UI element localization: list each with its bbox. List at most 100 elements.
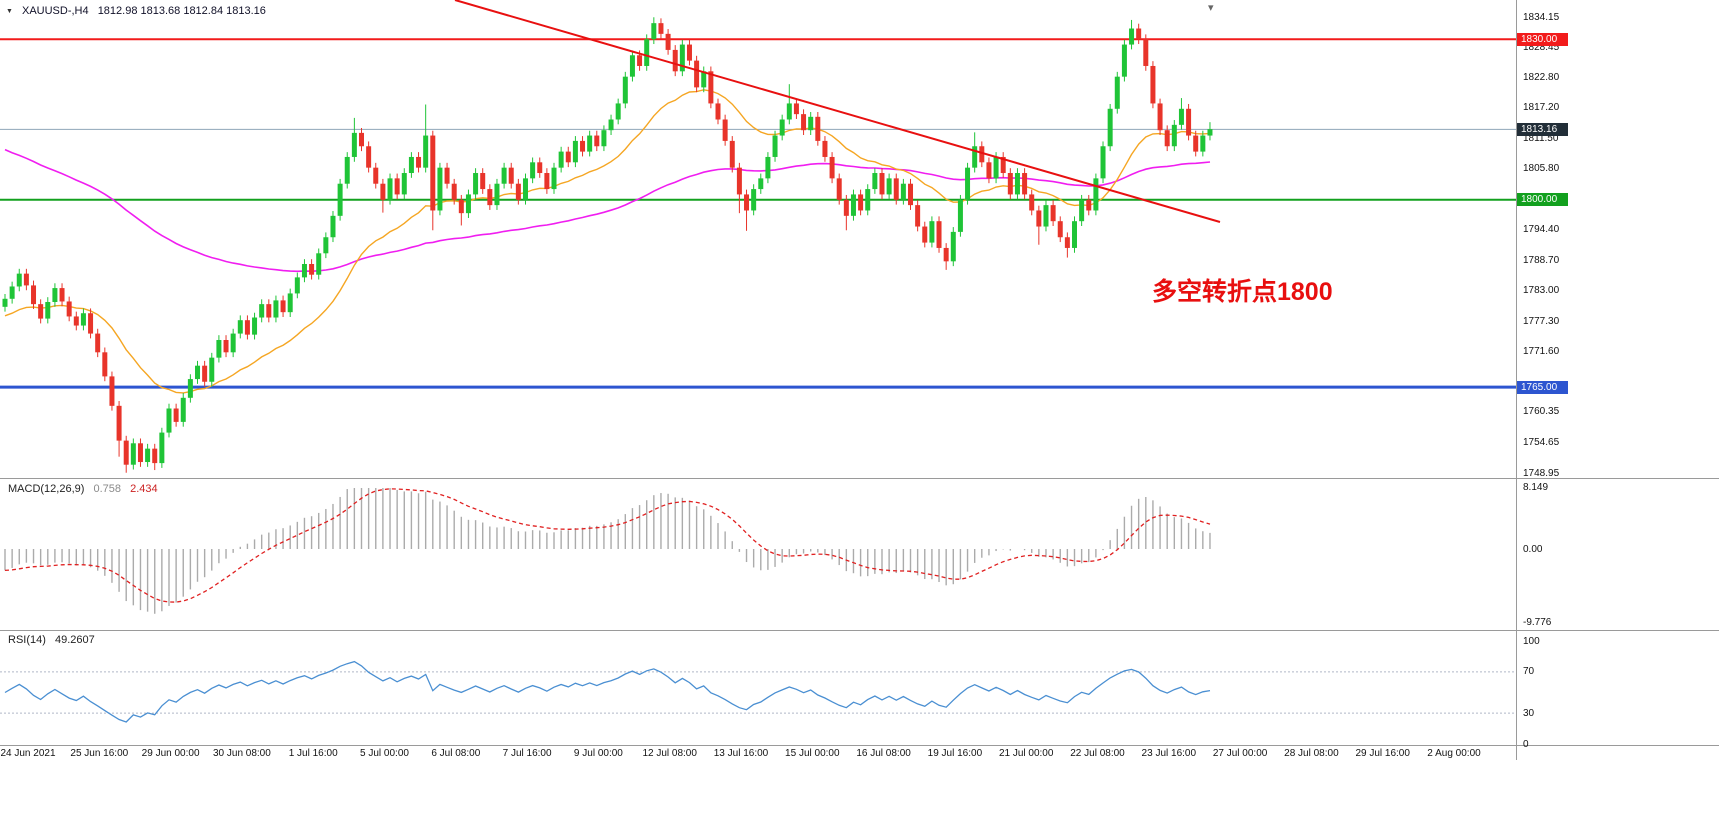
descending-trendline[interactable] bbox=[454, 0, 1221, 223]
candle-body bbox=[351, 132, 357, 157]
rsi-plot[interactable] bbox=[0, 631, 1516, 745]
candle-body bbox=[451, 183, 457, 200]
candle-body bbox=[102, 352, 108, 377]
candle-body bbox=[1150, 65, 1156, 104]
time-label: 22 Jul 08:00 bbox=[1070, 748, 1125, 759]
candle-body bbox=[116, 405, 122, 441]
candle-body bbox=[594, 135, 600, 147]
candle-body bbox=[580, 140, 586, 152]
time-label: 29 Jun 00:00 bbox=[141, 748, 200, 759]
candle-body bbox=[694, 60, 700, 88]
time-label: 21 Jul 00:00 bbox=[998, 748, 1054, 759]
candle-body bbox=[401, 173, 407, 195]
candle-body bbox=[237, 320, 243, 334]
candle-body bbox=[1050, 205, 1056, 222]
candle-body bbox=[1136, 28, 1142, 40]
price-tick: 1748.95 bbox=[1523, 467, 1560, 479]
candle-body bbox=[793, 103, 799, 115]
candle-body bbox=[73, 316, 79, 326]
panel-separator[interactable] bbox=[0, 630, 1719, 631]
level-price-label: 1765.00 bbox=[1517, 380, 1568, 394]
candlestick-plot[interactable] bbox=[0, 0, 1516, 478]
time-axis[interactable]: 24 Jun 2021 25 Jun 16:00 29 Jun 00:00 30 Ju… bbox=[0, 745, 1516, 761]
candle-body bbox=[701, 71, 707, 88]
candle-body bbox=[244, 320, 250, 335]
candle-body bbox=[815, 116, 821, 141]
rsi-tick: 0 bbox=[1523, 738, 1529, 750]
candles-group[interactable] bbox=[2, 17, 1213, 473]
bid-price-label: 1813.16 bbox=[1517, 122, 1568, 136]
price-axis[interactable]: 1834.15 1828.45 1822.80 1817.20 1811.50 1805.… bbox=[1517, 0, 1719, 760]
candle-body bbox=[280, 300, 286, 313]
ohlc-readout: 1812.98 1813.68 1812.84 1813.16 bbox=[97, 5, 266, 17]
rsi-value: 49.2607 bbox=[54, 634, 95, 646]
candle-body bbox=[651, 23, 657, 40]
candle-body bbox=[88, 313, 94, 334]
annotation-text[interactable]: 多空转折点1800 bbox=[1152, 278, 1333, 306]
candle-body bbox=[801, 114, 807, 131]
candle-body bbox=[1143, 39, 1149, 66]
candle-body bbox=[537, 162, 543, 174]
candle-body bbox=[273, 300, 279, 318]
candle-body bbox=[708, 71, 714, 104]
candle-body bbox=[501, 167, 507, 184]
candle-body bbox=[458, 199, 464, 214]
price-tick: 1777.30 bbox=[1523, 315, 1560, 327]
candle-body bbox=[936, 221, 942, 248]
candle-body bbox=[1100, 146, 1106, 179]
candle-body bbox=[31, 285, 37, 305]
time-label: 19 Jul 16:00 bbox=[927, 748, 983, 759]
time-label: 30 Jun 08:00 bbox=[212, 748, 271, 759]
candle-body bbox=[202, 365, 208, 382]
candle-body bbox=[729, 140, 735, 168]
price-tick: 1771.60 bbox=[1523, 346, 1560, 358]
chart-shift-marker-icon[interactable]: ▾ bbox=[1208, 2, 1214, 14]
candle-body bbox=[672, 49, 678, 72]
candle-body bbox=[359, 132, 364, 147]
candle-body bbox=[522, 178, 528, 200]
candle-body bbox=[601, 130, 607, 147]
candle-body bbox=[658, 23, 664, 34]
candle-body bbox=[993, 156, 999, 179]
candle-body bbox=[416, 156, 422, 168]
candle-body bbox=[715, 103, 721, 120]
time-label: 2 Aug 00:00 bbox=[1427, 748, 1481, 759]
candle-body bbox=[480, 173, 486, 190]
time-label: 7 Jul 16:00 bbox=[502, 748, 552, 759]
time-label: 13 Jul 16:00 bbox=[713, 748, 769, 759]
candle-body bbox=[886, 178, 892, 195]
candle-body bbox=[487, 189, 493, 206]
candle-body bbox=[159, 432, 165, 464]
panel-separator[interactable] bbox=[0, 745, 1719, 746]
candle-body bbox=[515, 183, 521, 200]
candle-body bbox=[423, 135, 429, 168]
candle-body bbox=[216, 340, 222, 358]
candle-body bbox=[786, 103, 792, 120]
candle-body bbox=[808, 116, 814, 131]
candle-body bbox=[394, 178, 400, 195]
rsi-tick: 30 bbox=[1523, 707, 1535, 719]
time-label: 16 Jul 08:00 bbox=[856, 748, 911, 759]
candle-body bbox=[829, 156, 835, 179]
time-label: 24 Jun 2021 bbox=[0, 748, 56, 759]
macd-histogram-value: 0.758 bbox=[93, 483, 122, 495]
panel-separator[interactable] bbox=[0, 478, 1719, 479]
candle-body bbox=[508, 167, 514, 184]
candle-body bbox=[309, 264, 315, 275]
candle-body bbox=[52, 288, 58, 302]
rsi-indicator-name: RSI(14) bbox=[8, 634, 46, 646]
price-tick: 1760.35 bbox=[1523, 406, 1560, 418]
candle-body bbox=[130, 443, 136, 465]
symbol-dropdown-icon[interactable]: ▼ bbox=[6, 8, 13, 15]
candle-body bbox=[622, 76, 628, 104]
candle-body bbox=[1157, 103, 1163, 131]
candle-body bbox=[850, 194, 856, 216]
macd-signal-line bbox=[4, 488, 1211, 603]
moving-average-21[interactable] bbox=[4, 89, 1211, 394]
candle-body bbox=[187, 379, 193, 398]
macd-histogram bbox=[4, 487, 1211, 614]
candle-body bbox=[929, 221, 935, 243]
candle-body bbox=[679, 44, 685, 72]
macd-plot[interactable] bbox=[0, 479, 1516, 630]
price-tick: 1817.20 bbox=[1523, 102, 1560, 114]
